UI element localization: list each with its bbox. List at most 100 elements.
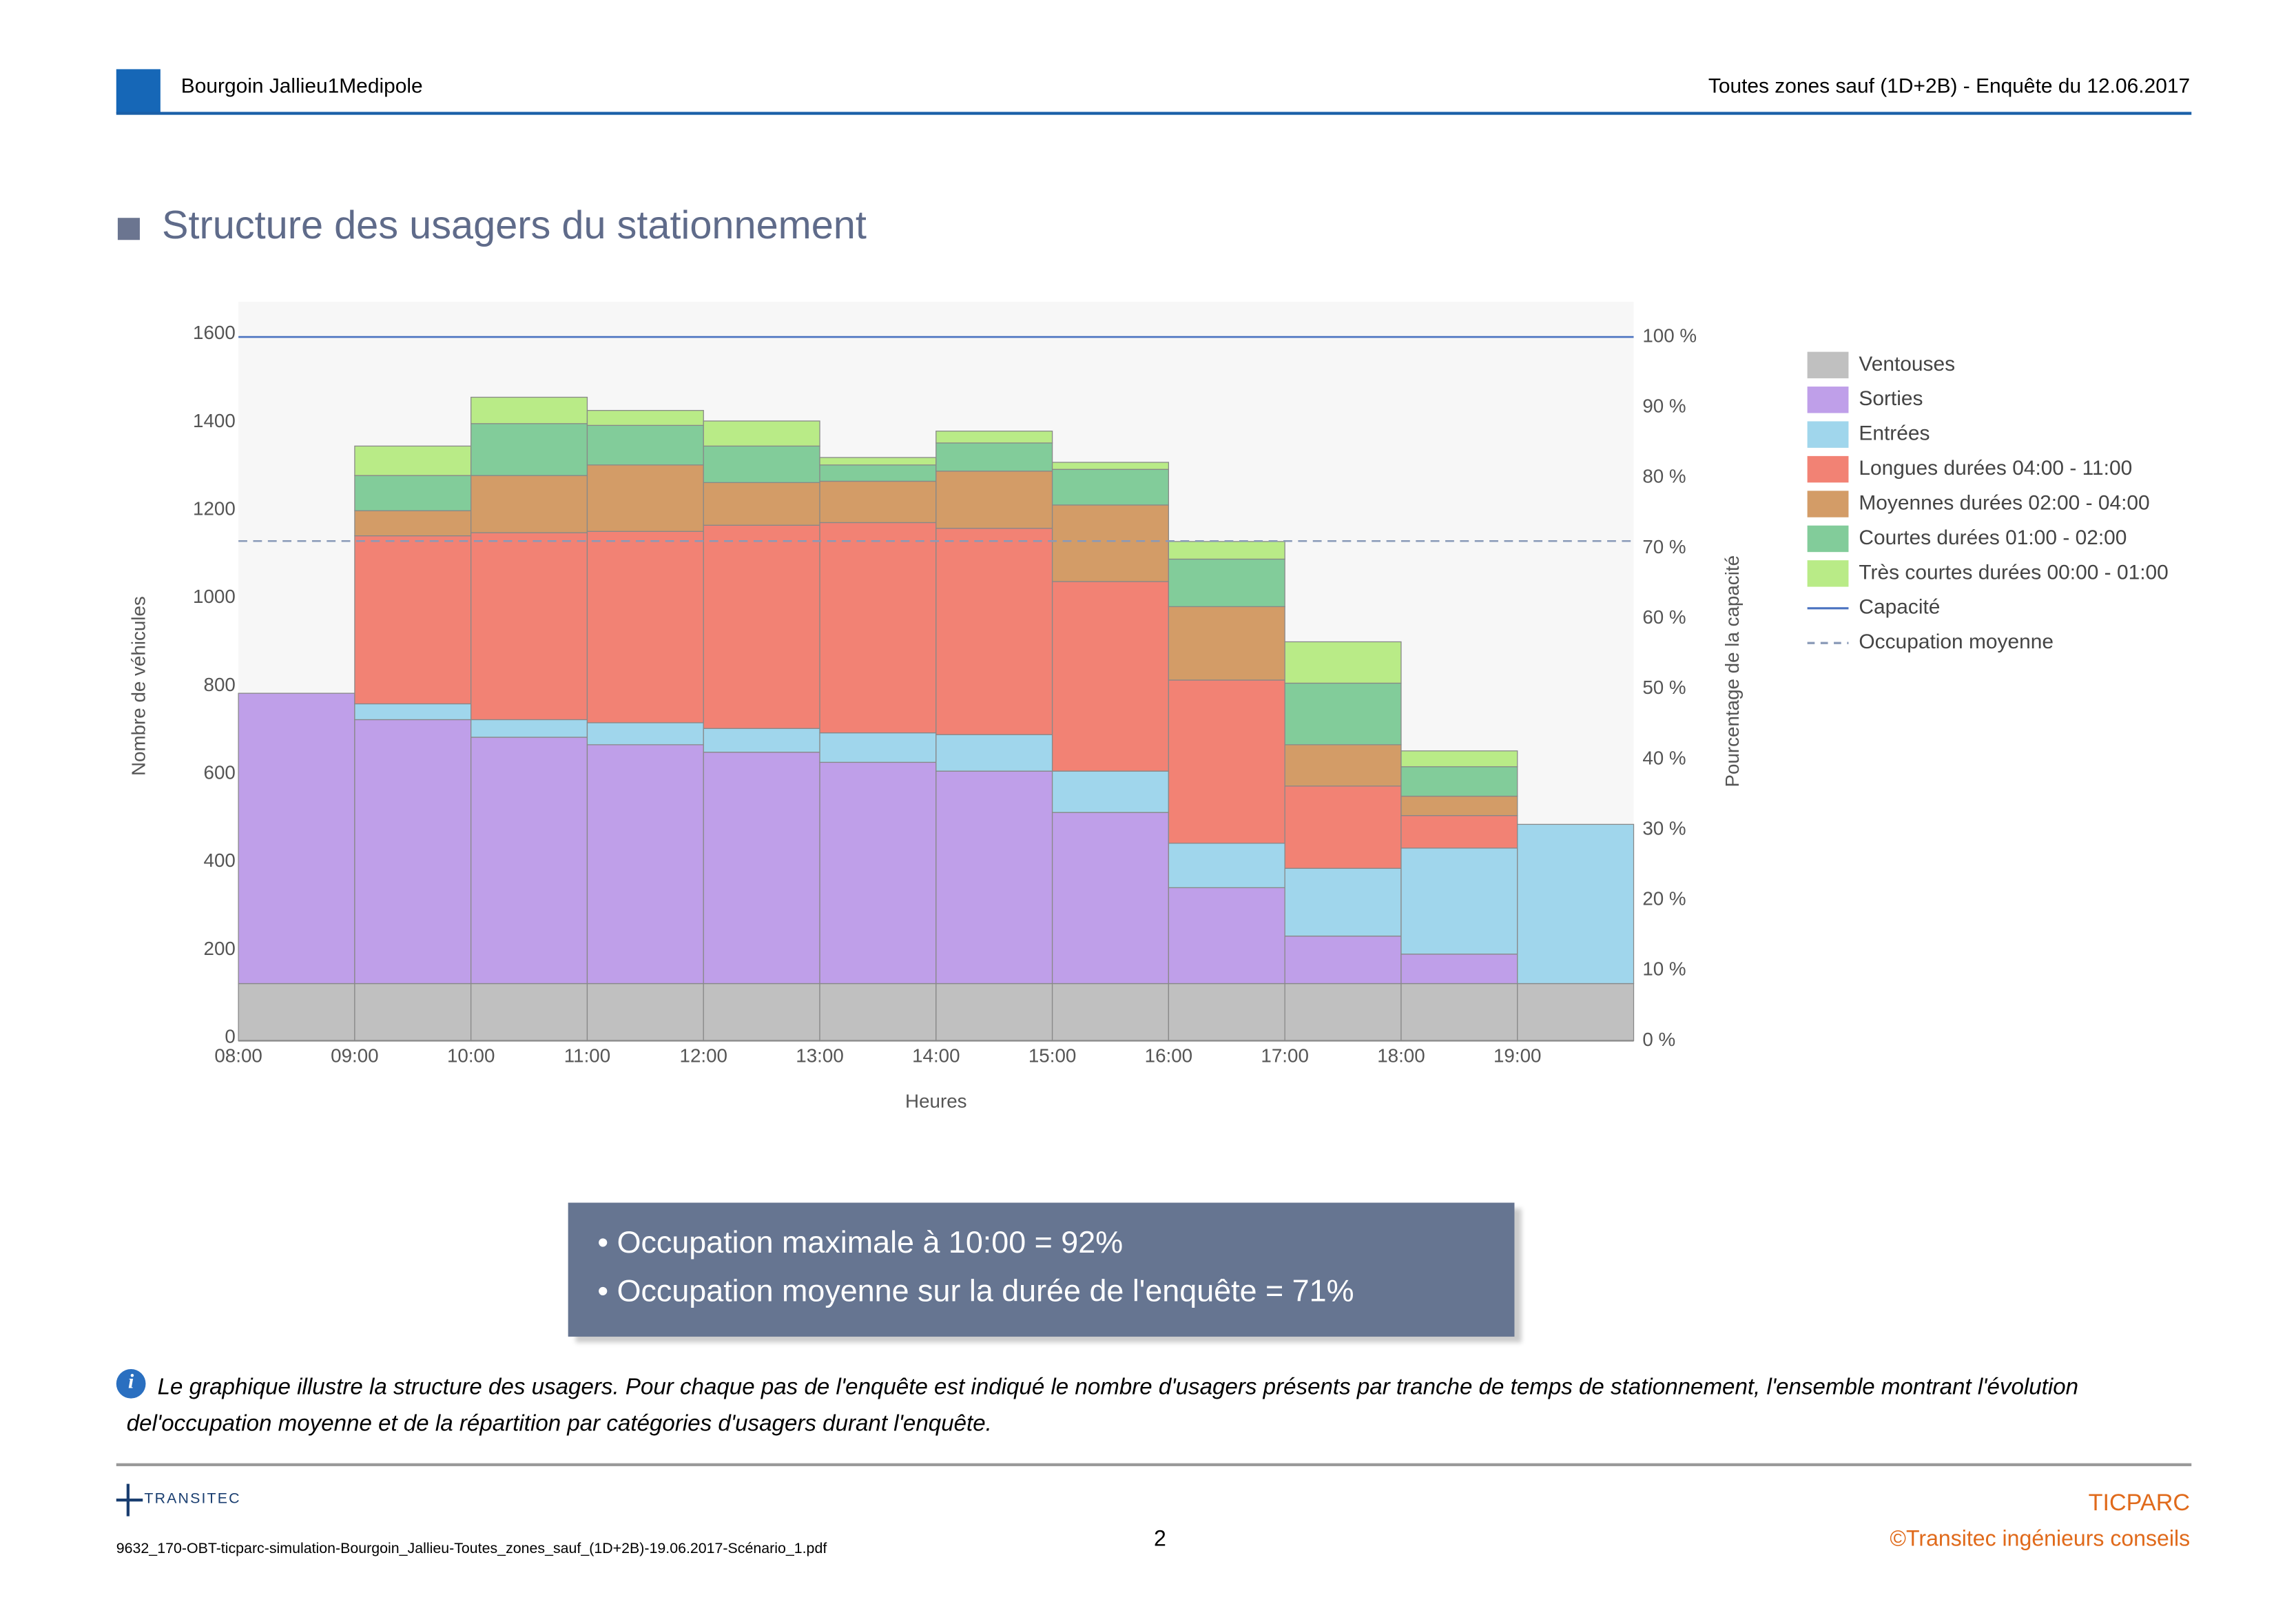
bar-segment (586, 983, 704, 1042)
bar-segment (819, 983, 937, 1042)
y2-tick-label: 0 % (1642, 1029, 1675, 1050)
bar-segment (935, 431, 1053, 444)
file-name: 9632_170-OBT-ticparc-simulation-Bourgoin… (116, 1541, 827, 1558)
bar-segment (1051, 770, 1170, 813)
y2-tick-label: 60 % (1642, 606, 1686, 628)
bar-segment (470, 532, 588, 721)
legend-label: Occupation moyenne (1859, 630, 2054, 653)
bar-segment (1168, 887, 1285, 985)
x-tick-label: 15:00 (1028, 1045, 1076, 1066)
x-tick-label: 16:00 (1145, 1045, 1192, 1066)
bar-segment (703, 482, 820, 526)
y2-tick-label: 70 % (1642, 536, 1686, 557)
bar-segment (1400, 750, 1518, 768)
bar-segment (354, 983, 472, 1042)
legend-label: Moyennes durées 02:00 - 04:00 (1859, 491, 2149, 514)
legend-swatch (1807, 421, 1849, 448)
bar-segment (1284, 682, 1402, 746)
bar-segment (935, 734, 1053, 772)
bar-segment (935, 770, 1053, 985)
bar-segment (1284, 785, 1402, 869)
bar-segment (1051, 581, 1170, 772)
header-right: Toutes zones sauf (1D+2B) - Enquête du 1… (1708, 73, 2191, 98)
legend-swatch (1807, 351, 1849, 379)
bar-segment (819, 457, 937, 466)
bar-segment (1400, 766, 1518, 797)
bar-segment (1168, 558, 1285, 608)
y2-tick-label: 100 % (1642, 325, 1697, 346)
chart: 0 200 400 600 800 1000 1200 1400 1600 0 % 10 % 20 %… (127, 322, 2169, 1112)
legend-swatch (1807, 525, 1849, 553)
x-tick-label: 09:00 (331, 1045, 378, 1066)
bar-segment (935, 983, 1053, 1042)
bar-segment (1168, 983, 1285, 1042)
page-number: 2 (1154, 1526, 1166, 1552)
copyright: ©Transitec ingénieurs conseils (1890, 1526, 2191, 1552)
y2-tick-label: 90 % (1642, 395, 1686, 417)
y-tick-label: 0 (225, 1026, 235, 1047)
bar-segment (1400, 815, 1518, 849)
bar-segment (1400, 795, 1518, 816)
bar-segment (470, 475, 588, 533)
y2-tick-label: 50 % (1642, 677, 1686, 698)
bar-segment (354, 510, 472, 537)
bar-segment (1517, 983, 1635, 1042)
legend-swatch (1807, 455, 1849, 483)
bar-segment (935, 528, 1053, 735)
bar-segment (470, 396, 588, 424)
summary-line: • Occupation moyenne sur la durée de l'e… (597, 1275, 1354, 1309)
legend-swatch (1807, 491, 1849, 517)
bar-segment (819, 732, 937, 763)
bar-segment (1284, 867, 1402, 937)
legend-label: Entrées (1859, 422, 1930, 445)
bar-segment (1517, 823, 1635, 985)
bar-segment (1051, 983, 1170, 1042)
bar-segment (819, 464, 937, 482)
title-mark (117, 218, 140, 240)
y2-tick-label: 20 % (1642, 888, 1686, 909)
bar-segment (703, 445, 820, 484)
bar-segment (703, 420, 820, 447)
logo: TRANSITEC (144, 1491, 241, 1508)
bar-segment (935, 442, 1053, 472)
note: Le graphique illustre la structure des u… (126, 1375, 2079, 1437)
bar-segment (470, 983, 588, 1042)
summary-box: • Occupation maximale à 10:00 = 92% • Oc… (568, 1202, 1515, 1337)
bar-segment (586, 464, 704, 532)
y2-tick-label: 30 % (1642, 817, 1686, 839)
legend-label: Longues durées 04:00 - 11:00 (1859, 457, 2132, 480)
bar-segment (819, 480, 937, 524)
bar-segment (238, 983, 355, 1042)
summary-line: • Occupation maximale à 10:00 = 92% (597, 1226, 1124, 1260)
legend-label: Très courtes durées 00:00 - 01:00 (1859, 561, 2168, 584)
bar-segment (1051, 469, 1170, 506)
bar-segment (935, 471, 1053, 529)
bar-segment (1168, 843, 1285, 888)
header-rule (116, 112, 2192, 115)
bar-segment (703, 728, 820, 753)
y2-tick-label: 10 % (1642, 958, 1686, 980)
bar-segment (1051, 504, 1170, 582)
y-tick-label: 600 (204, 762, 236, 783)
header-left: Bourgoin Jallieu1Medipole (180, 73, 423, 98)
bar-segment (1400, 847, 1518, 955)
bar-segment (354, 535, 472, 705)
bar-segment (703, 752, 820, 985)
x-tick-label: 14:00 (912, 1045, 960, 1066)
y-axis-label: Nombre de véhicules (127, 596, 149, 776)
bar-segment (354, 703, 472, 721)
logo-mark (116, 1498, 143, 1502)
bar-segment (586, 722, 704, 746)
bar-segment (586, 531, 704, 723)
x-tick-label: 11:00 (564, 1045, 610, 1066)
x-tick-label: 12:00 (680, 1045, 727, 1066)
y2-tick-label: 80 % (1642, 466, 1686, 487)
y2-tick-label: 40 % (1642, 747, 1686, 768)
section-title: Structure des usagers du stationnement (162, 203, 867, 247)
y2-axis-label: Pourcentage de la capacité (1721, 555, 1743, 788)
x-tick-label: 08:00 (214, 1045, 262, 1066)
legend-label: Courtes durées 01:00 - 02:00 (1859, 526, 2127, 549)
bar-segment (1168, 541, 1285, 560)
bar-segment (238, 692, 355, 985)
